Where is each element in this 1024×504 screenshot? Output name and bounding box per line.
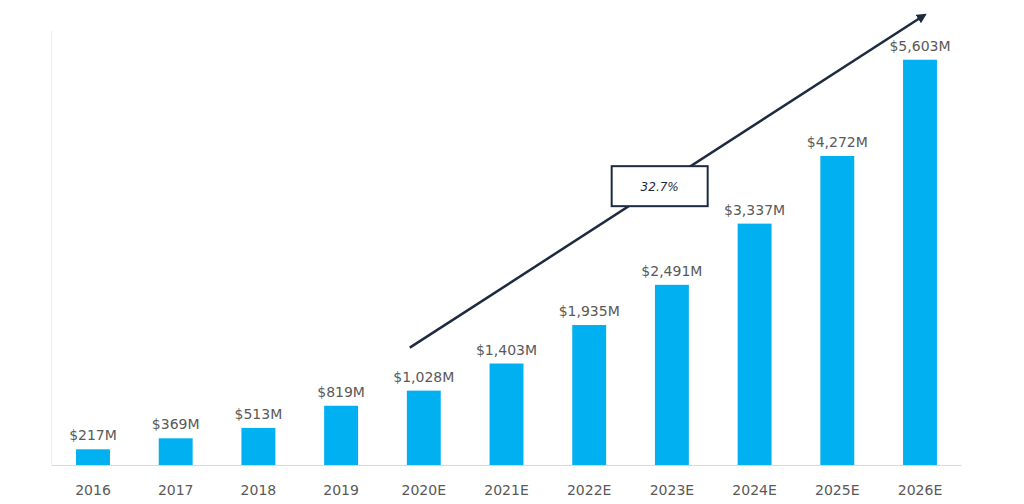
bar: [324, 406, 358, 465]
data-label: $4,272M: [807, 134, 868, 150]
data-label: $819M: [317, 384, 365, 400]
data-label: $2,491M: [641, 263, 702, 279]
x-tick-label: 2016: [75, 482, 111, 498]
bar: [490, 364, 524, 465]
chart-container: 2016 2017 2018 2019 2020E 2021E 2022E 2023E 2024…: [0, 0, 1024, 504]
bar: [407, 391, 441, 465]
chart-svg: 2016 2017 2018 2019 2020E 2021E 2022E 2023E 2024…: [0, 0, 1024, 504]
x-tick-label: 2026E: [898, 482, 942, 498]
data-label: $5,603M: [889, 38, 950, 54]
bar: [655, 285, 689, 465]
growth-arrow: [410, 15, 925, 348]
annotation-text: 32.7%: [641, 180, 679, 194]
data-label: $3,337M: [724, 202, 785, 218]
bar: [241, 428, 275, 465]
x-tick-label: 2017: [158, 482, 194, 498]
bar: [76, 449, 110, 465]
bar: [738, 224, 772, 465]
bar: [159, 438, 193, 465]
x-tick-label: 2020E: [402, 482, 446, 498]
data-label: $1,028M: [393, 369, 454, 385]
data-label: $513M: [235, 406, 283, 422]
x-axis-line: [52, 465, 962, 466]
x-tick-label: 2018: [241, 482, 277, 498]
bar: [820, 156, 854, 465]
bar: [903, 60, 937, 465]
x-tick-label: 2024E: [732, 482, 776, 498]
y-axis-line: [51, 31, 52, 465]
x-tick-label: 2022E: [567, 482, 611, 498]
data-label: $1,935M: [559, 303, 620, 319]
x-tick-label: 2025E: [815, 482, 859, 498]
x-tick-label: 2021E: [484, 482, 528, 498]
x-tick-label: 2023E: [650, 482, 694, 498]
data-label: $1,403M: [476, 342, 537, 358]
data-label: $369M: [152, 416, 200, 432]
bar: [572, 325, 606, 465]
data-label: $217M: [69, 427, 117, 443]
bars: [76, 60, 937, 465]
annotation-box: [612, 166, 708, 206]
x-tick-label: 2019: [323, 482, 359, 498]
